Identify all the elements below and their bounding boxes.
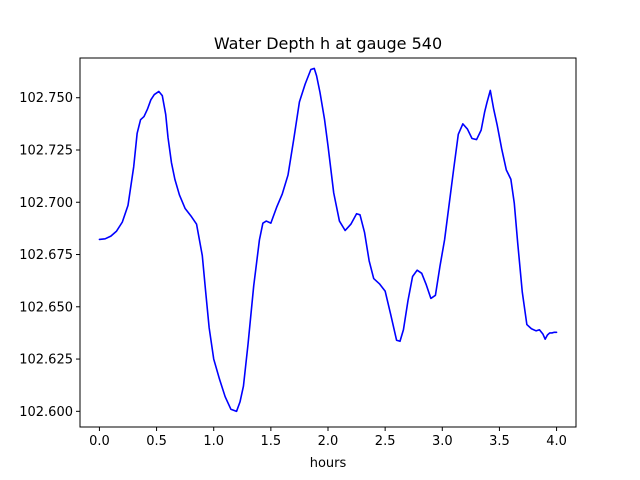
y-tick-label: 102.625 bbox=[19, 353, 73, 368]
chart-title: Water Depth h at gauge 540 bbox=[214, 34, 442, 53]
x-tick-label: 0.0 bbox=[89, 434, 110, 449]
y-tick-label: 102.650 bbox=[19, 300, 73, 315]
y-tick-label: 102.700 bbox=[19, 196, 73, 211]
y-tick-label: 102.675 bbox=[19, 248, 73, 263]
y-tick-label: 102.725 bbox=[19, 143, 73, 158]
y-tick-label: 102.750 bbox=[19, 91, 73, 106]
x-tick-label: 0.5 bbox=[146, 434, 167, 449]
x-tick-label: 4.0 bbox=[546, 434, 567, 449]
y-tick-label: 102.600 bbox=[19, 405, 73, 420]
x-axis-label: hours bbox=[310, 456, 347, 471]
x-tick-label: 3.5 bbox=[489, 434, 510, 449]
x-tick-label: 2.0 bbox=[318, 434, 339, 449]
x-axis: 0.0 0.5 1.0 1.5 2.0 2.5 3.0 3.5 4.0 bbox=[89, 427, 567, 449]
x-tick-label: 2.5 bbox=[375, 434, 396, 449]
x-tick-label: 1.0 bbox=[203, 434, 224, 449]
x-tick-label: 1.5 bbox=[261, 434, 282, 449]
series-line-0 bbox=[98, 67, 558, 413]
y-axis: 102.600 102.625 102.650 102.675 102.700 102.7… bbox=[19, 91, 80, 420]
x-tick-label: 3.0 bbox=[432, 434, 453, 449]
